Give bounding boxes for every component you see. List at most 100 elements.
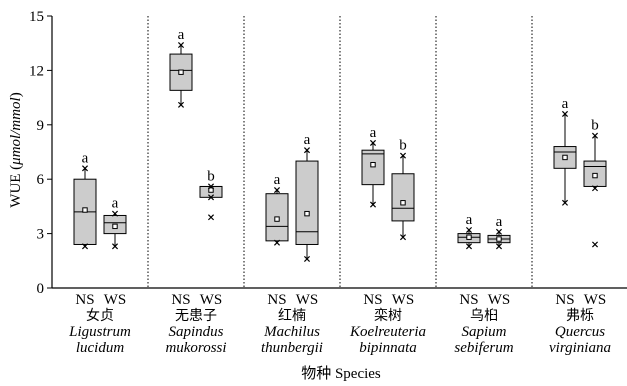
outlier-stroke <box>177 41 185 49</box>
outlier-stroke <box>591 241 599 248</box>
box-ns <box>553 113 577 203</box>
mean-marker <box>400 200 406 206</box>
box-ns <box>169 45 193 105</box>
outlier-stroke <box>111 243 119 250</box>
species-epithet: mukorossi <box>165 340 226 356</box>
whisker-max-marker <box>111 210 119 217</box>
whisker-max-marker <box>273 187 281 194</box>
x-axis-label: 物种 Species <box>301 365 381 382</box>
outlier-stroke <box>303 147 311 154</box>
whisker-min-marker <box>495 243 503 250</box>
outlier-stroke <box>81 243 89 250</box>
outlier-stroke <box>369 139 377 146</box>
outlier-stroke <box>273 187 281 194</box>
species-genus: Sapium <box>462 324 507 340</box>
outlier-stroke <box>591 185 599 192</box>
outlier-stroke <box>465 243 473 250</box>
y-tick-label: 15 <box>29 9 44 25</box>
species-chinese-name: 乌桕 <box>470 308 498 324</box>
whisker-min-marker <box>177 101 185 108</box>
significance-letter: b <box>207 168 215 184</box>
outlier-stroke <box>495 243 503 250</box>
species-chinese-name: 女贞 <box>86 307 114 324</box>
outlier-marker <box>591 241 599 248</box>
mean-marker <box>304 210 310 217</box>
significance-letter: a <box>304 132 311 148</box>
y-axis-label-unit: μmol/mmol <box>8 97 24 166</box>
significance-letter: a <box>178 27 185 43</box>
treatment-label: NS <box>363 292 382 308</box>
box-ns <box>457 229 481 247</box>
species-epithet: bipinnata <box>359 340 417 356</box>
whisker-min-marker <box>273 239 281 246</box>
whisker-min-marker <box>399 234 407 241</box>
mean-marker <box>562 154 568 161</box>
iqr-box <box>295 160 319 245</box>
species-genus: Ligustrum <box>68 324 131 340</box>
significance-letter: a <box>562 96 569 112</box>
significance-letter: a <box>274 172 281 188</box>
outlier-stroke <box>591 132 599 139</box>
whisker-max-marker <box>561 110 569 117</box>
whisker-max-marker <box>495 228 503 235</box>
box-ns <box>265 190 289 243</box>
treatment-label: NS <box>75 292 94 308</box>
box-ws <box>199 185 223 198</box>
y-tick-label: 9 <box>37 118 45 134</box>
iqr-box <box>361 149 385 186</box>
whisker-max-marker <box>591 132 599 139</box>
whisker-max-marker <box>81 165 89 172</box>
mean-marker <box>370 161 376 168</box>
significance-letter: b <box>399 138 407 154</box>
treatment-label: WS <box>488 292 511 308</box>
species-epithet: virginiana <box>549 340 611 356</box>
outlier-stroke <box>111 210 119 217</box>
treatment-label: WS <box>392 292 415 308</box>
mean-marker <box>592 172 598 179</box>
outlier-stroke <box>561 199 569 206</box>
significance-letter: b <box>591 118 599 134</box>
y-axis-label-prefix: WUE ( <box>8 165 24 208</box>
whisker-min-marker <box>591 185 599 192</box>
outlier-stroke <box>495 228 503 235</box>
species-epithet: thunbergii <box>261 340 323 356</box>
whisker-min-marker <box>111 243 119 250</box>
box-ns <box>361 142 385 205</box>
whisker-max-marker <box>177 41 185 49</box>
significance-letter: a <box>370 125 377 141</box>
treatment-label: WS <box>200 292 223 308</box>
iqr-box <box>391 173 415 222</box>
treatment-label: NS <box>459 292 478 308</box>
species-chinese-name: 弗栎 <box>566 308 594 324</box>
y-tick-label: 0 <box>37 281 45 297</box>
significance-letter: a <box>466 212 473 228</box>
outlier-stroke <box>207 214 215 221</box>
outlier-stroke <box>399 152 407 159</box>
significance-letter: a <box>82 150 89 166</box>
outlier-stroke <box>81 165 89 172</box>
species-genus: Koelreuteria <box>349 324 426 340</box>
whisker-min-marker <box>561 199 569 206</box>
y-tick-label: 3 <box>37 227 45 243</box>
mean-marker <box>112 223 118 230</box>
treatment-label: WS <box>296 292 319 308</box>
whisker-min-marker <box>465 243 473 250</box>
whisker-max-marker <box>207 183 215 190</box>
species-genus: Quercus <box>555 324 605 340</box>
whisker-max-marker <box>369 139 377 146</box>
outlier-stroke <box>369 201 377 208</box>
outlier-stroke <box>561 110 569 117</box>
y-tick-label: 6 <box>37 172 45 188</box>
whisker-max-marker <box>303 147 311 154</box>
whisker-min-marker <box>207 194 215 201</box>
mean-marker <box>178 69 184 75</box>
box-ws <box>295 150 319 259</box>
box-ws <box>583 135 607 189</box>
treatment-label: NS <box>267 292 286 308</box>
outlier-stroke <box>207 194 215 201</box>
species-genus: Sapindus <box>168 324 223 340</box>
whisker-min-marker <box>81 243 89 250</box>
treatment-label: WS <box>584 292 607 308</box>
significance-letter: a <box>496 214 503 230</box>
